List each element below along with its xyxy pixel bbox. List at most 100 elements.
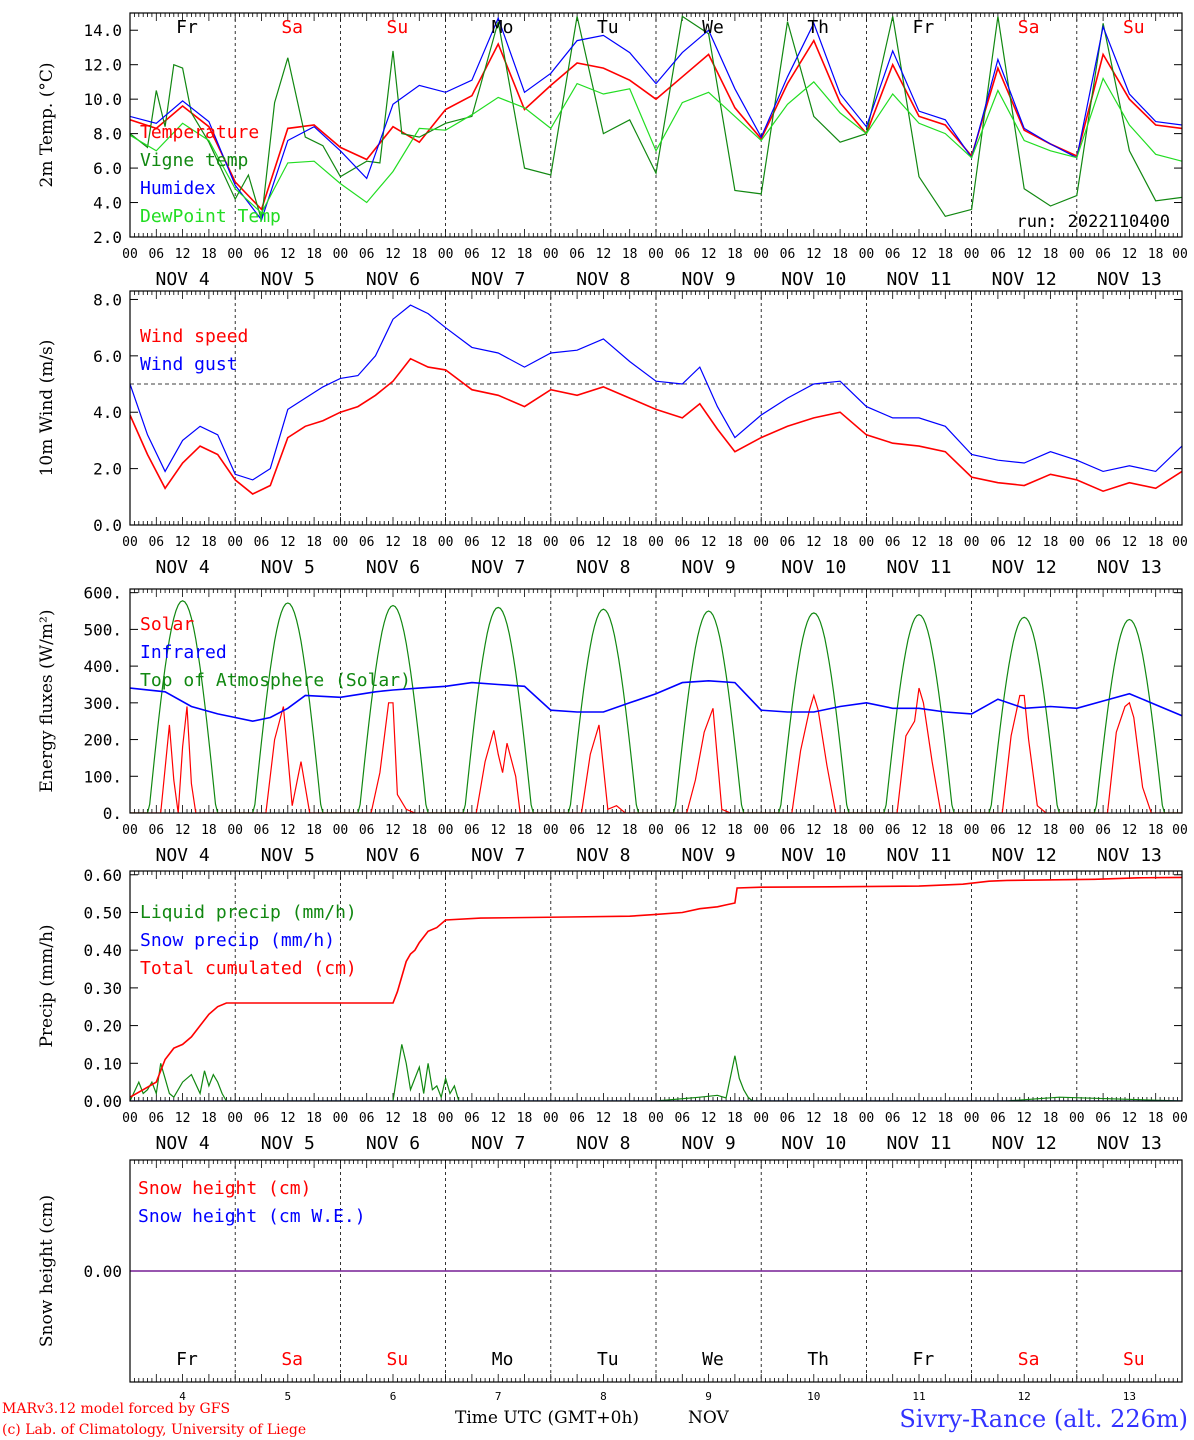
hour-label: 00 xyxy=(1172,535,1188,550)
hour-label: 18 xyxy=(832,1111,848,1126)
date-label: NOV 5 xyxy=(261,845,315,866)
hour-label: 00 xyxy=(1172,1111,1188,1126)
y-axis-label: 10m Wind (m/s) xyxy=(37,340,57,477)
hour-label: 18 xyxy=(1148,247,1164,262)
date-label: NOV 7 xyxy=(471,557,525,578)
hour-label: 00 xyxy=(227,247,243,262)
day-number: 7 xyxy=(495,1390,502,1403)
hour-label: 06 xyxy=(674,823,690,838)
hour-label: 12 xyxy=(806,823,822,838)
y-tick-label: 0.60 xyxy=(83,866,122,885)
hour-label: 12 xyxy=(806,247,822,262)
y-tick-label: 0.20 xyxy=(83,1017,122,1036)
hour-label: 12 xyxy=(490,1111,506,1126)
y-tick-label: 600. xyxy=(83,584,122,603)
hour-label: 18 xyxy=(201,1111,217,1126)
legend-entry: Liquid precip (mm/h) xyxy=(140,902,357,923)
hour-label: 00 xyxy=(1172,823,1188,838)
hour-label: 12 xyxy=(806,535,822,550)
hour-label: 12 xyxy=(596,535,612,550)
hour-label: 06 xyxy=(569,535,585,550)
hour-label: 00 xyxy=(543,823,559,838)
legend-entry: Snow height (cm W.E.) xyxy=(138,1206,366,1227)
hour-label: 12 xyxy=(385,535,401,550)
weekday-label: Su xyxy=(1123,1349,1145,1370)
month-label: NOV xyxy=(688,1408,730,1428)
date-label: NOV 10 xyxy=(781,1133,846,1154)
date-label: NOV 6 xyxy=(366,845,420,866)
hour-label: 18 xyxy=(411,823,427,838)
legend-entry: Temperature xyxy=(140,122,259,143)
legend-entry: Vigne temp xyxy=(140,150,248,171)
hour-label: 18 xyxy=(411,1111,427,1126)
date-label: NOV 6 xyxy=(366,1133,420,1154)
hour-ticks xyxy=(129,13,1183,237)
legend-entry: DewPoint Temp xyxy=(140,206,281,227)
hour-label: 18 xyxy=(1043,535,1059,550)
y-tick-label: 4.0 xyxy=(93,403,122,422)
hour-label: 18 xyxy=(622,535,638,550)
date-label: NOV 13 xyxy=(1097,269,1162,290)
hour-label: 06 xyxy=(990,823,1006,838)
hour-label: 18 xyxy=(411,247,427,262)
lab-credit: (c) Lab. of Climatology, University of L… xyxy=(2,1422,306,1438)
y-axis-label: Precip (mm/h) xyxy=(37,924,57,1047)
hour-label: 12 xyxy=(385,247,401,262)
station-name: Sivry-Rance (alt. 226m) xyxy=(899,1405,1188,1433)
hour-label: 12 xyxy=(1016,823,1032,838)
hour-label: 18 xyxy=(306,1111,322,1126)
hour-label: 06 xyxy=(464,823,480,838)
hour-label: 06 xyxy=(1095,247,1111,262)
weekday-label: Su xyxy=(387,1349,409,1370)
weekday-label: Su xyxy=(387,17,409,38)
date-label: NOV 4 xyxy=(156,845,210,866)
hour-label: 18 xyxy=(411,535,427,550)
hour-label: 18 xyxy=(622,823,638,838)
date-label: NOV 4 xyxy=(156,557,210,578)
date-label: NOV 8 xyxy=(576,269,630,290)
hour-label: 00 xyxy=(964,535,980,550)
day-number: 4 xyxy=(179,1390,186,1403)
hour-label: 06 xyxy=(885,1111,901,1126)
hour-label: 00 xyxy=(122,535,138,550)
hour-label: 18 xyxy=(1148,1111,1164,1126)
infrared-line xyxy=(130,679,1182,723)
y-tick-label: 0.10 xyxy=(83,1054,122,1073)
hour-label: 12 xyxy=(1016,247,1032,262)
hour-label: 12 xyxy=(280,1111,296,1126)
legend-entry: Humidex xyxy=(140,178,216,199)
hour-label: 12 xyxy=(596,247,612,262)
hour-label: 00 xyxy=(227,823,243,838)
hour-label: 18 xyxy=(622,247,638,262)
hour-label: 18 xyxy=(832,247,848,262)
hour-label: 06 xyxy=(254,823,270,838)
hour-label: 00 xyxy=(648,247,664,262)
hour-label: 18 xyxy=(201,247,217,262)
y-tick-label: 12.0 xyxy=(83,56,122,75)
hour-label: 18 xyxy=(727,535,743,550)
y-tick-label: 0.30 xyxy=(83,979,122,998)
day-number: 13 xyxy=(1123,1390,1136,1403)
hour-label: 18 xyxy=(937,535,953,550)
hour-label: 06 xyxy=(359,535,375,550)
hour-label: 12 xyxy=(490,535,506,550)
hour-label: 18 xyxy=(832,823,848,838)
cumulated-line xyxy=(130,876,1182,1098)
hour-label: 00 xyxy=(227,535,243,550)
legend-entry: Infrared xyxy=(140,642,227,663)
hour-label: 00 xyxy=(122,823,138,838)
legend-entry: Snow precip (mm/h) xyxy=(140,930,335,951)
toa-solar-line xyxy=(130,600,1182,813)
date-label: NOV 5 xyxy=(261,269,315,290)
day-number: 10 xyxy=(807,1390,820,1403)
hour-label: 12 xyxy=(1016,535,1032,550)
hour-label: 06 xyxy=(464,247,480,262)
hour-label: 12 xyxy=(701,1111,717,1126)
panel-5: 0.00 Snow height (cm) Snow height (cm) Snow… xyxy=(37,1159,1183,1403)
hour-label: 00 xyxy=(753,535,769,550)
hour-label: 12 xyxy=(490,247,506,262)
hour-label: 12 xyxy=(385,1111,401,1126)
y-tick-label: 300. xyxy=(83,694,122,713)
hour-label: 06 xyxy=(1095,823,1111,838)
hour-label: 06 xyxy=(990,535,1006,550)
